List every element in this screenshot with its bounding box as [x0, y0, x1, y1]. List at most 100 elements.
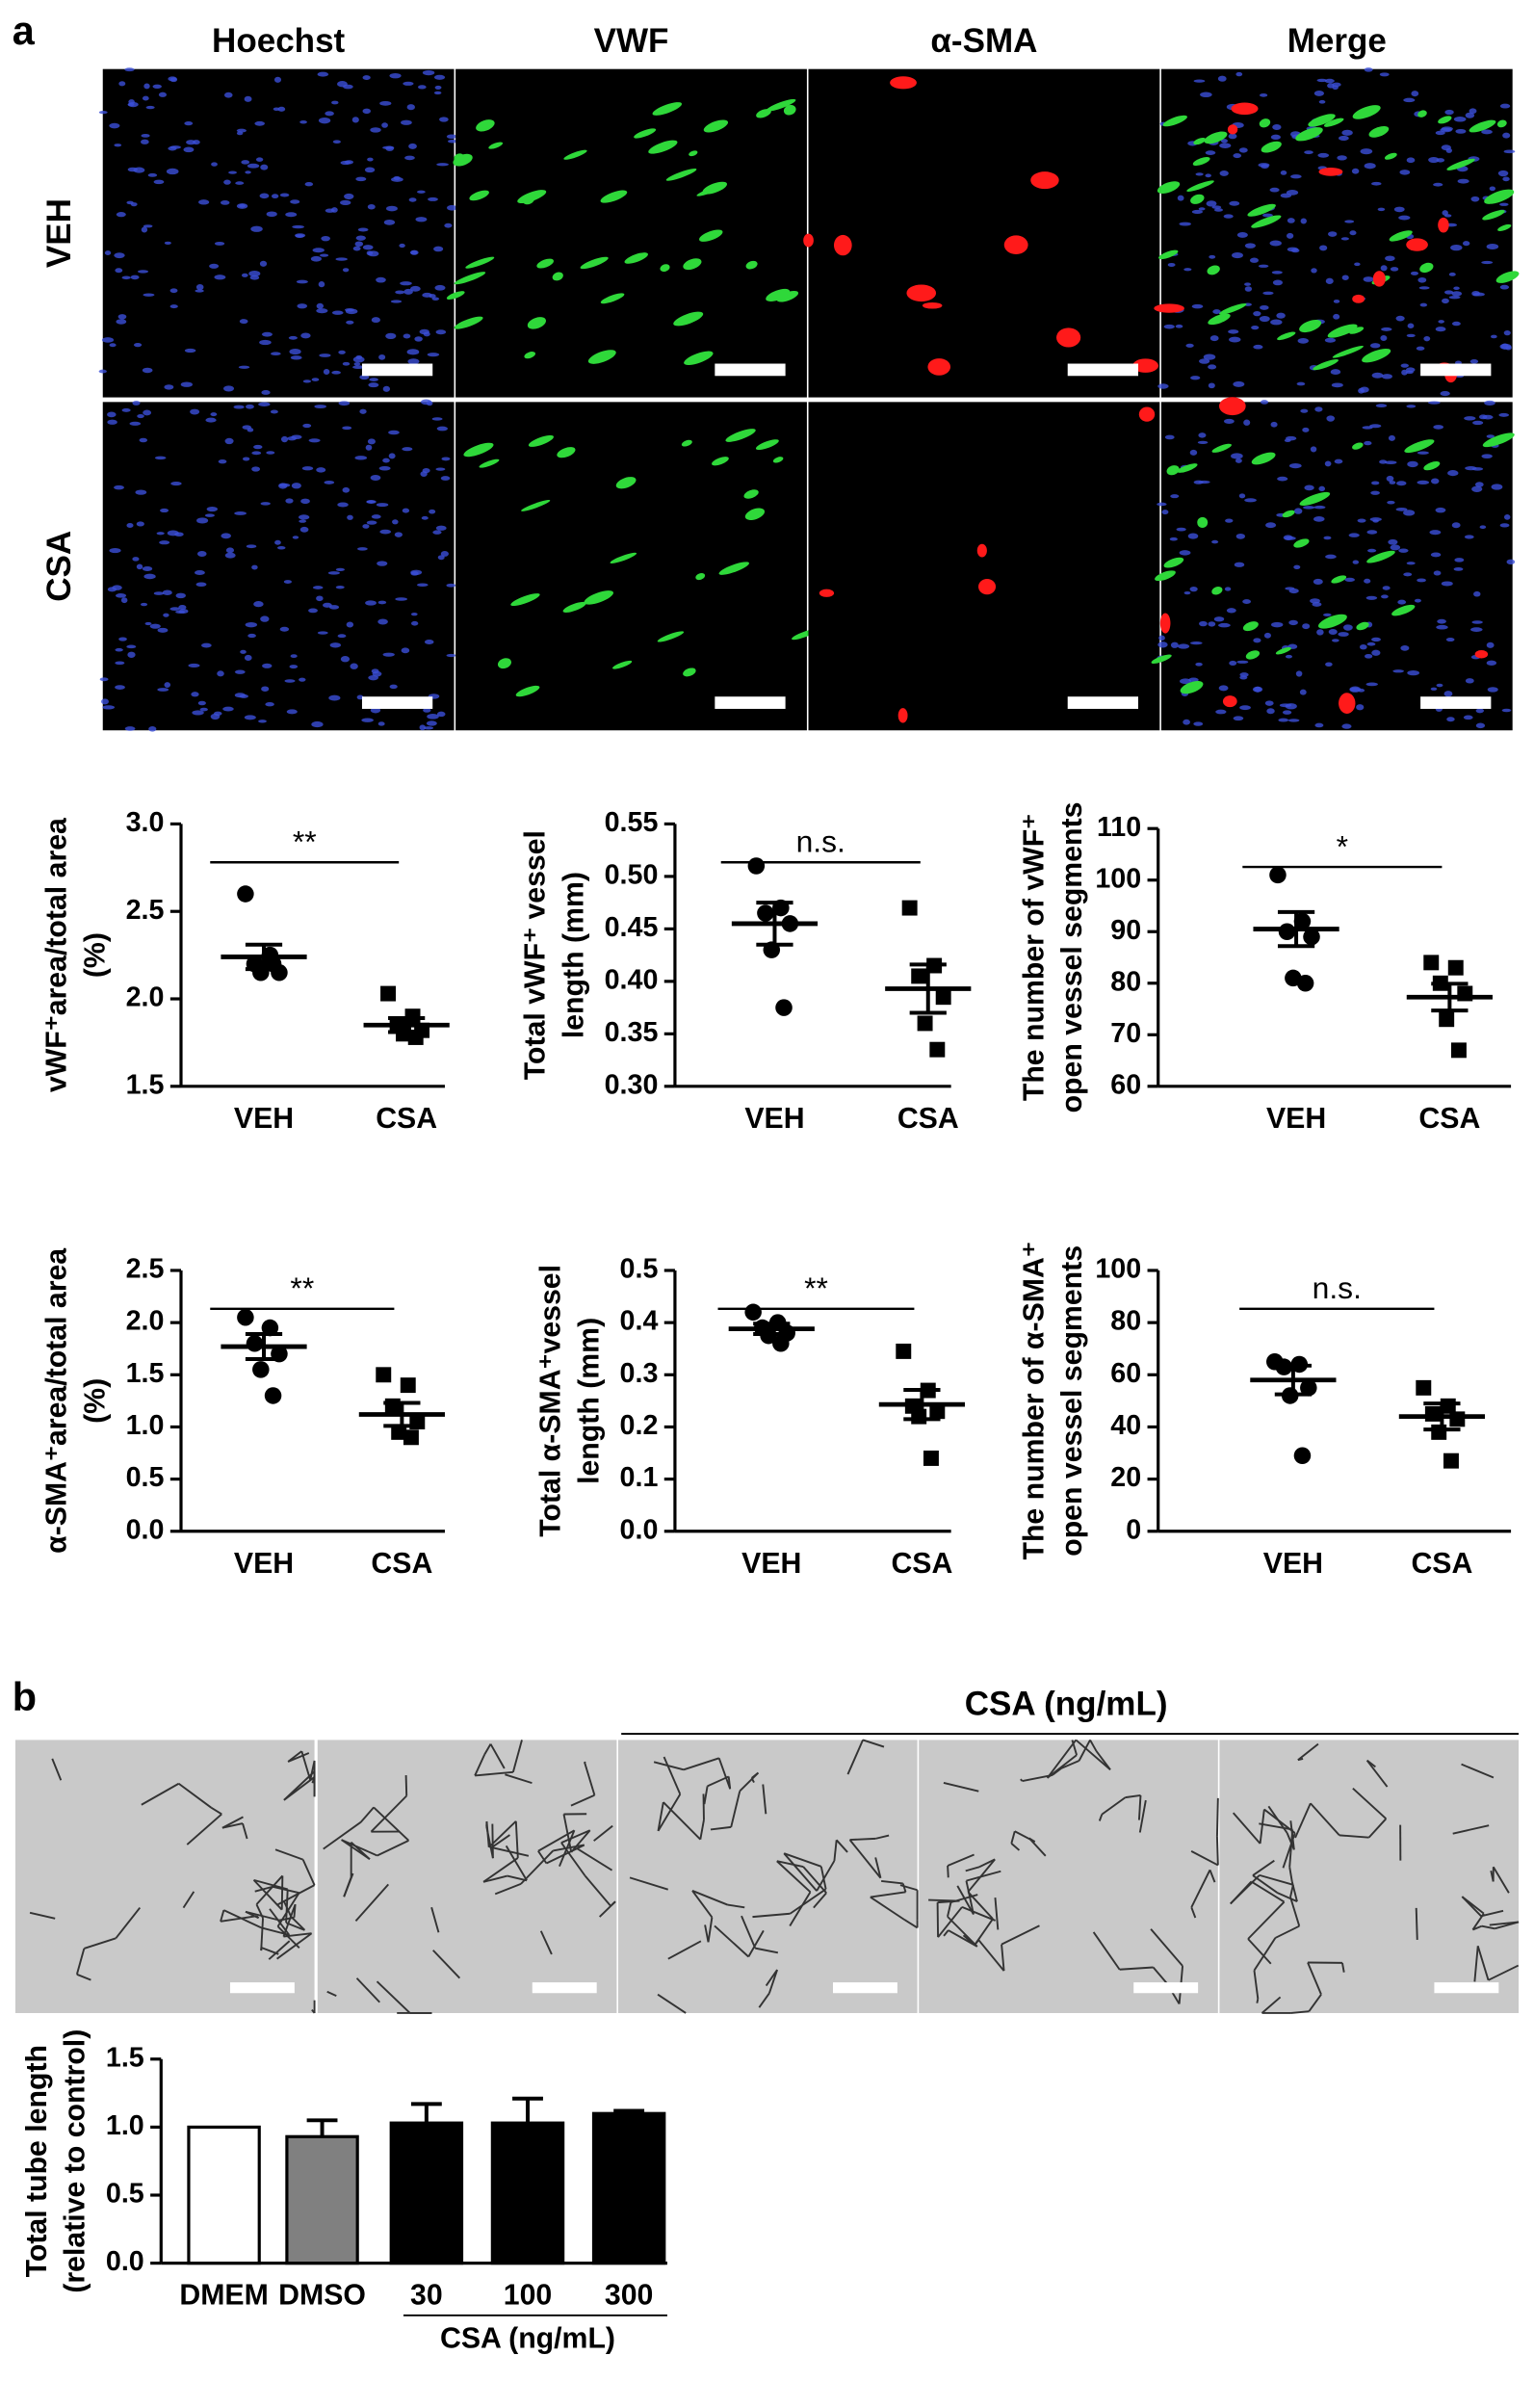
- y-tick-label: 0.3: [620, 1358, 659, 1389]
- data-point: [911, 1408, 927, 1425]
- nucleus: [346, 621, 354, 628]
- vessel-stain: [673, 311, 704, 327]
- image-background: [919, 1740, 1218, 2013]
- tube: [483, 1743, 492, 1755]
- nucleus: [224, 437, 234, 445]
- panel-label: a: [13, 9, 36, 53]
- nucleus: [319, 353, 331, 357]
- tube: [560, 1829, 591, 1844]
- tube: [599, 1900, 616, 1918]
- nucleus: [1478, 414, 1488, 420]
- sma-stain: [1154, 303, 1184, 313]
- sma-stain: [897, 708, 908, 723]
- y-tick-label: 2.0: [126, 982, 165, 1013]
- nucleus: [335, 257, 348, 261]
- tube: [1274, 1924, 1300, 1939]
- tube: [494, 1882, 522, 1896]
- tube: [1232, 1812, 1261, 1845]
- nucleus: [1270, 134, 1281, 140]
- nucleus: [1253, 344, 1263, 350]
- nucleus: [128, 99, 135, 105]
- nucleus: [1465, 112, 1475, 118]
- vessel-stain: [524, 352, 535, 359]
- vessel-stain: [515, 685, 540, 697]
- nucleus: [1388, 434, 1395, 441]
- nucleus: [249, 275, 260, 280]
- vessel-stain: [1419, 262, 1434, 274]
- nucleus: [318, 281, 325, 288]
- nucleus: [1487, 687, 1498, 693]
- micrograph: [1219, 1740, 1520, 2014]
- nucleus: [1486, 434, 1495, 438]
- tube: [491, 1834, 510, 1848]
- nucleus: [1327, 83, 1335, 89]
- tube: [576, 1847, 613, 1871]
- bar: [285, 2134, 359, 2265]
- nucleus: [1491, 334, 1497, 339]
- scale-bar: [715, 363, 786, 377]
- nucleus: [1417, 480, 1430, 484]
- vessel-stain: [1190, 194, 1205, 204]
- tube: [846, 1740, 864, 1775]
- nucleus: [1442, 210, 1448, 216]
- nucleus: [107, 419, 117, 425]
- nucleus: [265, 701, 274, 707]
- nucleus: [114, 144, 122, 147]
- nucleus: [1471, 485, 1483, 492]
- nucleus: [402, 447, 413, 452]
- tube: [1138, 1799, 1147, 1833]
- vessel-stain: [1313, 359, 1339, 371]
- nucleus: [1198, 432, 1207, 438]
- nucleus: [1272, 279, 1284, 286]
- nucleus: [382, 385, 391, 392]
- nucleus: [190, 408, 200, 415]
- nucleus: [1348, 533, 1360, 537]
- vessel-stain: [1251, 215, 1282, 228]
- nucleus: [365, 444, 373, 451]
- nucleus: [410, 285, 421, 292]
- nucleus: [1475, 722, 1486, 729]
- nucleus: [446, 134, 457, 140]
- nucleus: [1436, 683, 1443, 688]
- nucleus: [1266, 708, 1275, 715]
- data-point: [252, 1361, 270, 1378]
- data-point: [246, 1335, 264, 1352]
- y-tick-label: 20: [1110, 1462, 1141, 1493]
- vessel-stain: [1166, 465, 1180, 476]
- nucleus: [142, 95, 149, 101]
- data-point: [772, 1335, 790, 1352]
- nucleus: [436, 426, 449, 432]
- significance-label: **: [804, 1270, 828, 1305]
- nucleus: [1440, 391, 1450, 397]
- data-point: [237, 1308, 254, 1326]
- nucleus: [236, 131, 244, 136]
- nucleus: [1325, 662, 1333, 667]
- scale-bar: [361, 696, 433, 709]
- nucleus: [214, 275, 226, 280]
- nucleus: [274, 539, 281, 545]
- nucleus: [273, 107, 280, 111]
- nucleus: [1261, 213, 1273, 218]
- x-tick-label: CSA: [897, 1103, 959, 1135]
- tube: [1137, 1794, 1142, 1820]
- nucleus: [1419, 302, 1428, 307]
- nucleus: [234, 669, 246, 674]
- tube: [276, 1932, 313, 1960]
- nucleus: [1382, 586, 1391, 590]
- vessel-stain: [783, 104, 796, 116]
- nucleus: [1218, 685, 1229, 692]
- nucleus: [1157, 502, 1167, 507]
- nucleus: [366, 500, 377, 504]
- nucleus: [1285, 654, 1292, 659]
- nucleus: [370, 127, 381, 133]
- nucleus: [1430, 687, 1438, 691]
- sma-stain: [1339, 693, 1356, 714]
- tube: [703, 1786, 709, 1805]
- y-axis-label: (%): [79, 1378, 111, 1424]
- nucleus: [1388, 538, 1398, 545]
- nucleus: [1175, 324, 1183, 328]
- nucleus: [408, 197, 417, 202]
- nucleus: [318, 117, 331, 124]
- nucleus: [126, 522, 134, 528]
- nucleus: [356, 694, 364, 700]
